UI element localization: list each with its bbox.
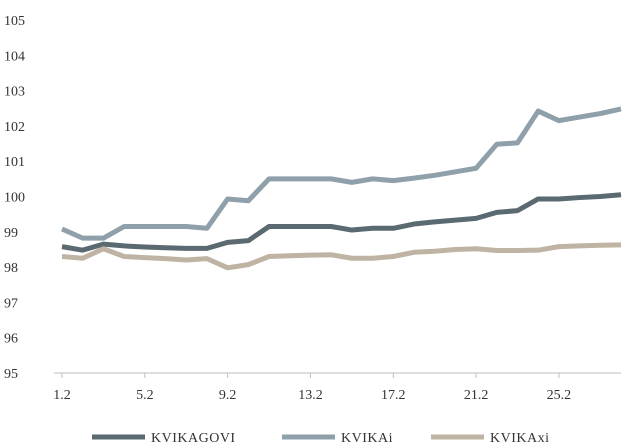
series-lines [60,106,622,271]
x-tick-label: 21.2 [464,388,489,403]
legend-label-kvikaxi: KVIKAxi [490,431,550,446]
x-axis-ticks [61,373,560,378]
y-tick-label: 99 [4,226,18,241]
y-tick-label: 95 [4,367,18,382]
y-tick-label: 96 [4,332,18,347]
x-tick-label: 17.2 [381,388,406,403]
series-line-kvikaxi [61,242,622,271]
y-tick-label: 101 [4,155,25,170]
legend-label-kvikagovi: KVIKAGOVI [151,431,236,446]
legend-label-kvikai: KVIKAi [341,431,393,446]
y-tick-label: 100 [4,191,25,206]
y-axis-tick-labels: 95 96 97 98 99 100 101 102 103 104 105 [4,14,25,382]
series-line-kvikagovi [61,192,622,253]
legend: KVIKAGOVI KVIKAi KVIKAxi [92,431,550,446]
y-tick-label: 104 [4,49,25,64]
y-tick-label: 103 [4,85,25,100]
y-tick-label: 105 [4,14,25,29]
x-axis-tick-labels: 1.2 5.2 9.2 13.2 17.2 21.2 25.2 [53,388,571,403]
series-line-kvikai [60,106,622,241]
y-tick-label: 97 [4,296,18,311]
x-tick-label: 25.2 [547,388,572,403]
x-tick-label: 5.2 [136,388,154,403]
x-tick-label: 9.2 [219,388,237,403]
y-tick-label: 98 [4,261,18,276]
x-tick-label: 13.2 [298,388,323,403]
x-tick-label: 1.2 [53,388,71,403]
y-tick-label: 102 [4,120,25,135]
